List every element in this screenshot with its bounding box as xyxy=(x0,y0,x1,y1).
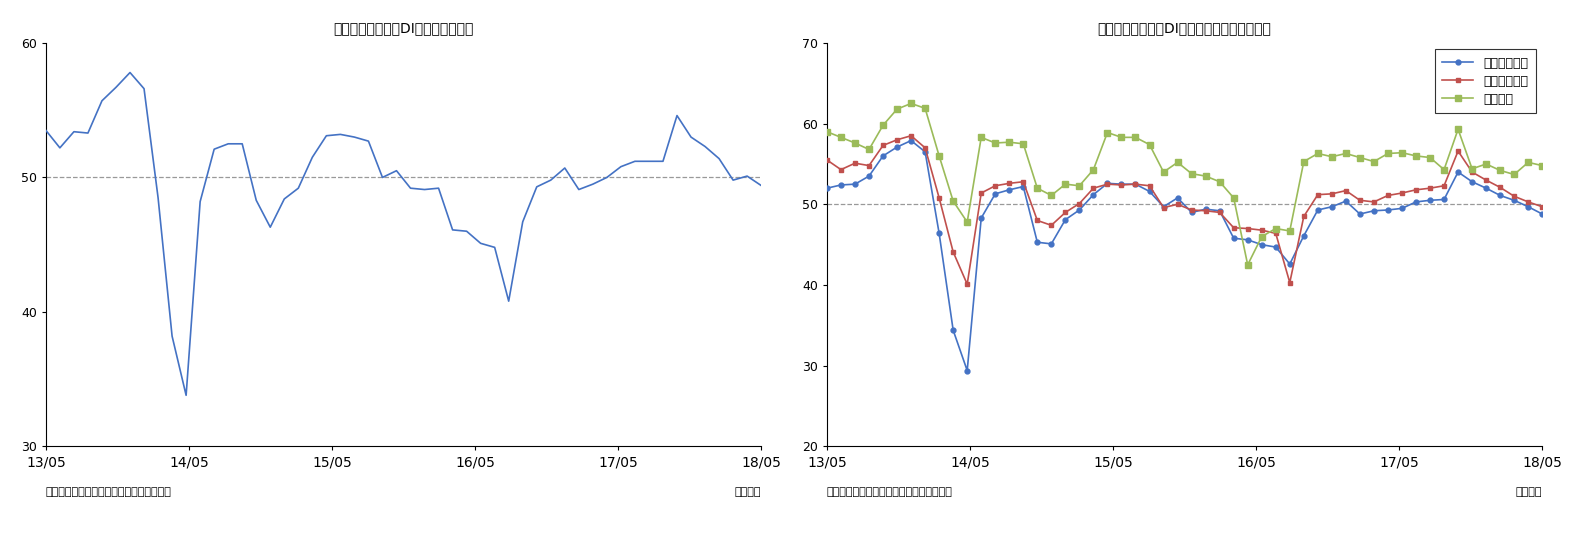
Text: （資料）内閣府「景気ウォッチャー調査」: （資料）内閣府「景気ウォッチャー調査」 xyxy=(826,487,953,497)
企業動向関連 xyxy=(1224,225,1243,231)
企業動向関連 xyxy=(902,132,921,139)
家計動向関連 xyxy=(1281,260,1300,267)
Text: （資料）内閣府「景気ウォッチャー調査」: （資料）内閣府「景気ウォッチャー調査」 xyxy=(46,487,171,497)
雇用関連 xyxy=(1281,228,1300,234)
企業動向関連 xyxy=(958,281,977,288)
家計動向関連 xyxy=(1224,235,1243,242)
企業動向関連 xyxy=(874,142,893,149)
Title: 景気の先行き判断DI（分野別、季節調整値）: 景気の先行き判断DI（分野別、季節調整値） xyxy=(1097,21,1271,35)
Line: 雇用関連: 雇用関連 xyxy=(825,101,1545,268)
Text: （月次）: （月次） xyxy=(1517,487,1542,497)
雇用関連 xyxy=(1084,166,1103,173)
家計動向関連 xyxy=(874,153,893,159)
雇用関連 xyxy=(1209,179,1228,185)
Legend: 家計動向関連, 企業動向関連, 雇用関連: 家計動向関連, 企業動向関連, 雇用関連 xyxy=(1434,49,1536,113)
家計動向関連 xyxy=(958,367,977,374)
Line: 家計動向関連: 家計動向関連 xyxy=(825,138,1545,373)
家計動向関連 xyxy=(1308,207,1327,213)
企業動向関連 xyxy=(1308,191,1327,198)
雇用関連 xyxy=(1168,159,1187,166)
家計動向関連 xyxy=(817,185,836,191)
家計動向関連 xyxy=(902,137,921,144)
家計動向関連 xyxy=(1532,211,1551,217)
雇用関連 xyxy=(874,122,893,128)
家計動向関連 xyxy=(1099,180,1118,187)
Line: 企業動向関連: 企業動向関連 xyxy=(825,133,1545,286)
雇用関連 xyxy=(902,100,921,107)
雇用関連 xyxy=(1532,162,1551,169)
企業動向関連 xyxy=(1183,207,1201,213)
企業動向関連 xyxy=(1099,181,1118,187)
企業動向関連 xyxy=(1281,279,1300,286)
雇用関連 xyxy=(1238,262,1257,268)
家計動向関連 xyxy=(1183,209,1201,216)
企業動向関連 xyxy=(817,156,836,163)
雇用関連 xyxy=(817,128,836,135)
企業動向関連 xyxy=(1532,204,1551,210)
Title: 景気の先行き判断DI（季節調整値）: 景気の先行き判断DI（季節調整値） xyxy=(334,21,473,35)
雇用関連 xyxy=(1308,150,1327,157)
Text: （月次）: （月次） xyxy=(735,487,761,497)
